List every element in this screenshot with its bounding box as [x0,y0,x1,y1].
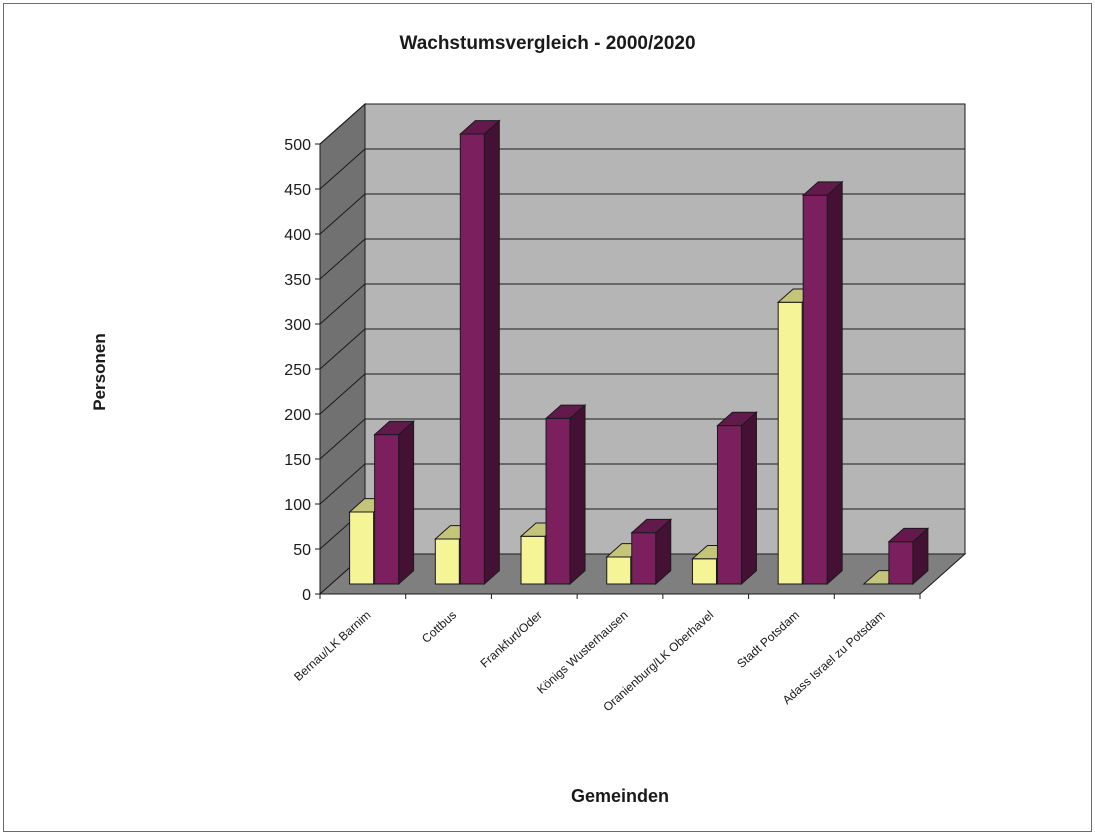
y-tick-label: 250 [284,362,311,379]
bar-series1 [349,511,375,585]
gridline-side [319,103,366,145]
gridline-side [319,238,366,280]
bar-series2-side [569,403,586,586]
x-tick-label: Bernau/LK Barnim [291,608,373,684]
bar-series2 [802,194,828,585]
bar-series2-top [887,527,930,543]
bar-series1 [606,556,632,585]
y-tick-label: 200 [284,407,311,424]
gridline-side [319,328,366,370]
bar-series1 [520,535,546,585]
bar-series2-side [483,119,500,586]
bar-series2-side [826,180,843,586]
bar-series2 [545,417,571,585]
y-tick-label: 0 [302,587,311,604]
gridline-side [319,463,366,505]
bar-series2-top [630,518,673,534]
gridline-side [319,418,366,460]
gridline-side [319,373,366,415]
bar-series2-top [459,120,501,135]
bar-series2-top [801,181,844,196]
bar-series2 [716,425,742,585]
bar-series2 [631,532,657,585]
bar-series2-top [544,404,587,419]
bar-series2-side [740,411,757,586]
bar-series1 [777,301,803,585]
x-tick-label: Stadt Potsdam [734,608,802,671]
x-tick-label: Frankfurt/Oder [478,608,545,671]
gridline-side [319,148,366,190]
y-tick-label: 350 [284,272,311,289]
y-tick-label: 150 [284,452,311,469]
bar-series2-top [373,420,415,436]
x-axis-label: Gemeinden [570,786,670,806]
bar-series1 [434,538,460,585]
bar-series1 [691,558,717,585]
y-tick-label: 450 [284,182,311,199]
y-tick-label: 300 [284,317,311,334]
y-tick-label: 50 [293,542,311,559]
bar-series2 [459,133,485,585]
bar-series2 [374,434,400,585]
y-tick-label: 100 [284,497,311,514]
bar-series2-top [716,411,758,427]
x-tick-label: Königs Wusterhausen [534,608,630,697]
bar-series2-side [398,420,415,586]
bar-series2 [888,541,914,585]
y-tick-label: 500 [284,137,311,154]
gridline-side [319,283,366,325]
y-tick-label: 400 [284,227,311,244]
chart-title: Wachstumsvergleich - 2000/2020 [399,33,696,54]
gridline-side [319,193,366,235]
x-tick-label: Cottbus [419,608,459,646]
